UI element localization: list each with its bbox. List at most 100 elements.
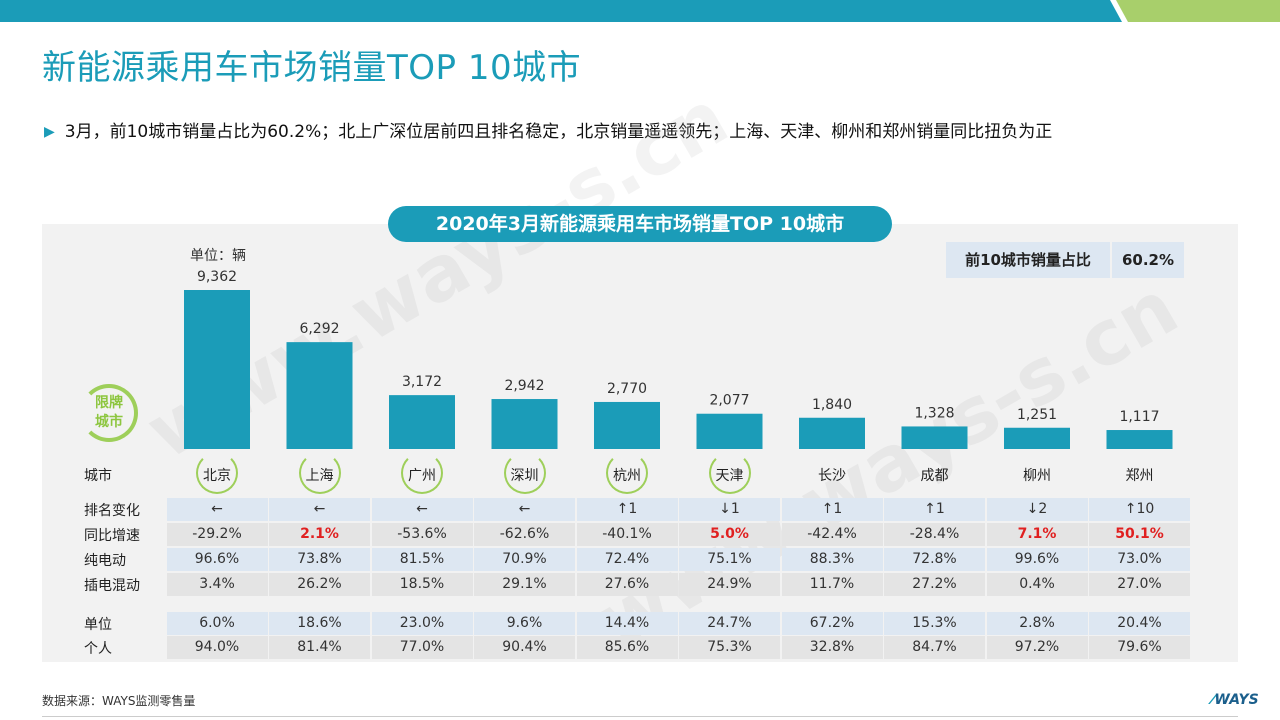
table-cell: ↑1	[576, 498, 678, 521]
data-source: 数据来源：WAYS监测零售量	[42, 694, 196, 708]
share-value: 60.2%	[1112, 242, 1184, 278]
table-cell: 26.2%	[269, 573, 370, 596]
city-label: 柳州	[1023, 468, 1051, 484]
limited-city-ring-icon	[401, 452, 443, 494]
bar-value-label: 2,077	[709, 393, 749, 409]
city-label: 广州	[408, 468, 436, 484]
table-cell: 90.4%	[474, 636, 575, 659]
table-cell: 75.3%	[679, 636, 780, 659]
table-cell: 11.7%	[781, 573, 883, 596]
table-cell: 72.8%	[884, 548, 985, 571]
table-cell: 27.2%	[884, 573, 985, 596]
table-cell: 81.4%	[269, 636, 370, 659]
table-cell: -62.6%	[474, 523, 575, 546]
city-label: 上海	[305, 468, 334, 484]
table-cell: 18.6%	[269, 612, 370, 635]
city-label: 深圳	[510, 468, 539, 484]
bar-长沙	[799, 417, 865, 449]
bar-北京	[184, 290, 250, 449]
table-row-label: 插电混动	[84, 578, 140, 594]
page-title: 新能源乘用车市场销量TOP 10城市	[42, 48, 582, 88]
table-cell: ↓2	[986, 498, 1088, 521]
summary-text: 3月，前10城市销量占比为60.2%；北上广深位居前四且排名稳定，北京销量遥遥领…	[64, 122, 1053, 142]
bar-天津	[696, 413, 763, 449]
table-cell: 2.1%	[269, 523, 370, 546]
limited-city-badge: 限牌 城市	[80, 384, 138, 442]
triangle-bullet-icon: ▶	[44, 124, 55, 140]
table-cell: 24.9%	[679, 573, 780, 596]
city-row-label: 城市	[84, 468, 112, 484]
table-cell: 24.7%	[679, 612, 780, 635]
table-cell: 77.0%	[371, 636, 473, 659]
bar-value-label: 2,942	[504, 378, 544, 394]
top-banner	[0, 0, 1280, 22]
table-cell: 50.1%	[1089, 523, 1190, 546]
table-cell: 85.6%	[576, 636, 678, 659]
bar-value-label: 2,770	[607, 381, 647, 397]
table-cell: 97.2%	[986, 636, 1088, 659]
table-cell: 96.6%	[166, 548, 268, 571]
city-label: 长沙	[818, 468, 846, 484]
limited-city-ring-icon	[196, 452, 238, 494]
table-cell: 84.7%	[884, 636, 985, 659]
table-cell: 18.5%	[371, 573, 473, 596]
table-cell: ←	[166, 498, 268, 521]
limited-city-badge-text: 限牌 城市	[95, 395, 123, 430]
bar-value-label: 9,362	[197, 269, 237, 285]
bar-value-label: 1,328	[914, 405, 954, 421]
table-row-label: 单位	[84, 617, 112, 633]
table-cell: 3.4%	[166, 573, 268, 596]
bar-广州	[389, 395, 455, 449]
table-cell: 75.1%	[679, 548, 780, 571]
limited-city-ring-icon	[708, 452, 751, 494]
bar-value-label: 1,251	[1017, 407, 1057, 423]
table-cell: 99.6%	[986, 548, 1088, 571]
table-cell: 29.1%	[474, 573, 575, 596]
bar-杭州	[594, 401, 660, 449]
bar-value-label: 3,172	[402, 374, 442, 390]
table-row-label: 个人	[84, 641, 112, 657]
table-cell: -42.4%	[781, 523, 883, 546]
unit-label: 单位：辆	[190, 248, 246, 264]
table-cell: 14.4%	[576, 612, 678, 635]
table-cell: ↓1	[679, 498, 780, 521]
table-cell: -40.1%	[576, 523, 678, 546]
table-cell: -28.4%	[884, 523, 985, 546]
bar-郑州	[1106, 430, 1173, 449]
table-cell: 23.0%	[371, 612, 473, 635]
table-cell: 70.9%	[474, 548, 575, 571]
limited-city-ring-icon	[298, 452, 341, 494]
city-label: 北京	[203, 468, 231, 484]
table-cell: 73.8%	[269, 548, 370, 571]
ways-logo: ⁄WAYS	[1212, 692, 1259, 708]
table-cell: ↑10	[1089, 498, 1190, 521]
bar-成都	[901, 426, 968, 449]
table-cell: 2.8%	[986, 612, 1088, 635]
bar-柳州	[1004, 427, 1070, 449]
logo-text: WAYS	[1214, 692, 1259, 708]
table-cell: 73.0%	[1089, 548, 1190, 571]
city-label: 天津	[715, 468, 744, 484]
table-cell: 88.3%	[781, 548, 883, 571]
limited-city-ring-icon	[503, 452, 546, 494]
table-cell: ↑1	[781, 498, 883, 521]
bar-上海	[286, 342, 353, 449]
table-row-label: 同比增速	[84, 528, 140, 544]
table-cell: 32.8%	[781, 636, 883, 659]
bar-value-label: 6,292	[299, 321, 339, 337]
table-cell: 15.3%	[884, 612, 985, 635]
table-cell: 7.1%	[986, 523, 1088, 546]
table-cell: ←	[474, 498, 575, 521]
table-row-label: 排名变化	[84, 503, 140, 519]
table-cell: 27.6%	[576, 573, 678, 596]
table-row-label: 纯电动	[84, 553, 126, 569]
city-label: 杭州	[613, 468, 641, 484]
table-cell: -29.2%	[166, 523, 268, 546]
table-cell: 79.6%	[1089, 636, 1190, 659]
table-cell: ←	[269, 498, 370, 521]
city-label: 成都	[920, 468, 949, 484]
chart-title: 2020年3月新能源乘用车市场销量TOP 10城市	[388, 206, 892, 242]
table-cell: 81.5%	[371, 548, 473, 571]
limited-city-ring-icon	[606, 452, 648, 494]
